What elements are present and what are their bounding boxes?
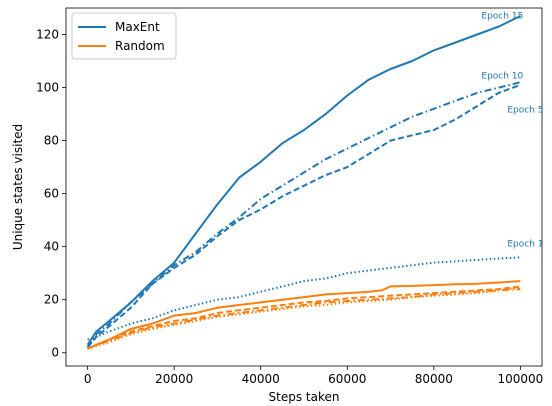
series-line-8 — [87, 286, 521, 350]
x-tick-label: 0 — [84, 372, 92, 386]
legend-label-random: Random — [115, 39, 165, 53]
annotation-label: Epoch 10 — [481, 71, 523, 81]
annotation-label: Epoch 1 — [507, 240, 543, 250]
y-tick-label: 40 — [44, 240, 59, 254]
annotations: Epoch 15 Epoch 10 Epoch 5 Epoch 1 — [481, 12, 543, 250]
annotation-label: Epoch 5 — [507, 106, 543, 116]
x-tick-label: 100000 — [497, 372, 543, 386]
y-tick-label: 0 — [51, 346, 59, 360]
series-line-4 — [87, 256, 521, 341]
series-line-5 — [87, 280, 521, 350]
x-axis-label: Steps taken — [269, 390, 340, 404]
y-tick-label: 80 — [44, 134, 59, 148]
series-layer — [86, 15, 521, 350]
legend-label-maxent: MaxEnt — [115, 20, 160, 34]
y-tick-label: 20 — [44, 293, 59, 307]
annotation-label: Epoch 15 — [481, 12, 523, 22]
plot-frame — [65, 7, 543, 367]
series-line-2 — [86, 81, 521, 348]
y-tick-label: 120 — [36, 28, 59, 42]
y-axis: 0 20 40 60 80 100 120 — [36, 28, 66, 360]
x-tick-label: 20000 — [155, 372, 193, 386]
series-line-1 — [86, 15, 521, 346]
x-tick-label: 60000 — [328, 372, 366, 386]
y-tick-label: 60 — [44, 187, 59, 201]
series-line-6 — [87, 285, 521, 350]
legend: MaxEnt Random — [71, 12, 177, 60]
series-line-3 — [86, 83, 521, 349]
x-tick-label: 40000 — [242, 372, 280, 386]
y-tick-label: 100 — [36, 81, 59, 95]
x-axis: 0 20000 40000 60000 80000 100000 — [84, 366, 543, 386]
legend-box — [71, 12, 177, 60]
x-tick-label: 80000 — [415, 372, 453, 386]
y-axis-label: Unique states visited — [11, 124, 25, 250]
series-line-7 — [87, 288, 521, 350]
